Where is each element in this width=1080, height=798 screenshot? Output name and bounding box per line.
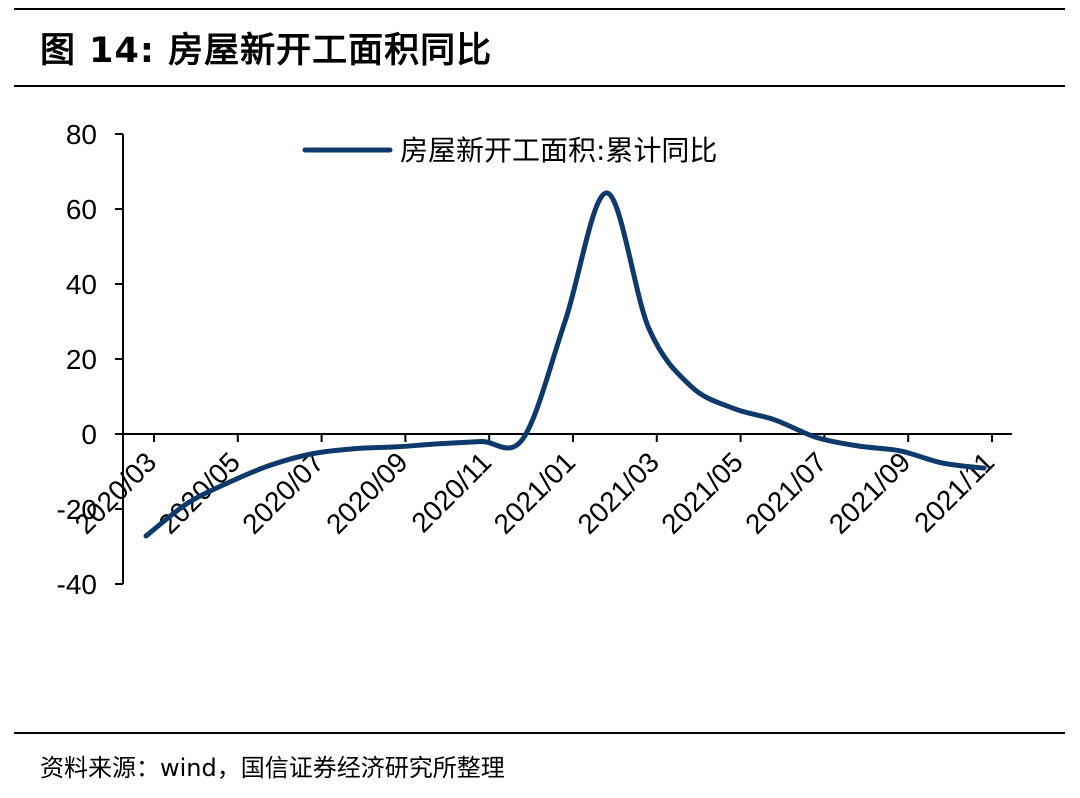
y-tick-label: 20	[66, 344, 97, 375]
source-note: 资料来源：wind，国信证券经济研究所整理	[40, 754, 505, 782]
y-tick-label: 80	[66, 119, 97, 150]
x-tick-label: 2021/03	[572, 446, 665, 539]
legend: 房屋新开工面积:累计同比	[302, 134, 717, 167]
x-tick-label: 2021/05	[655, 446, 748, 539]
x-tick-label: 2020/09	[320, 446, 413, 539]
series-line	[143, 190, 987, 539]
y-tick-label: 60	[66, 194, 97, 225]
figure-title: 图 14: 房屋新开工面积同比	[40, 31, 493, 71]
x-tick-label: 2020/11	[405, 446, 497, 538]
x-tick-label: 2021/07	[739, 446, 832, 539]
top-rule	[14, 8, 1065, 10]
y-tick-label: -40	[57, 569, 97, 600]
x-tick-label: 2021/09	[823, 446, 916, 539]
x-tick-label: 2020/05	[153, 446, 246, 539]
y-tick-label: 40	[66, 269, 97, 300]
title-underline	[14, 85, 1065, 87]
bottom-rule	[14, 732, 1065, 734]
y-axis: -40 -20 0 20 40 60 80	[57, 119, 124, 600]
x-tick-label: 2021/01	[488, 446, 581, 539]
legend-label: 房屋新开工面积:累计同比	[400, 134, 717, 167]
series-layer	[143, 190, 987, 539]
y-tick-label: -20	[57, 494, 97, 525]
y-tick-label: 0	[81, 419, 97, 450]
x-tick-label: 2021/11	[908, 446, 1000, 538]
